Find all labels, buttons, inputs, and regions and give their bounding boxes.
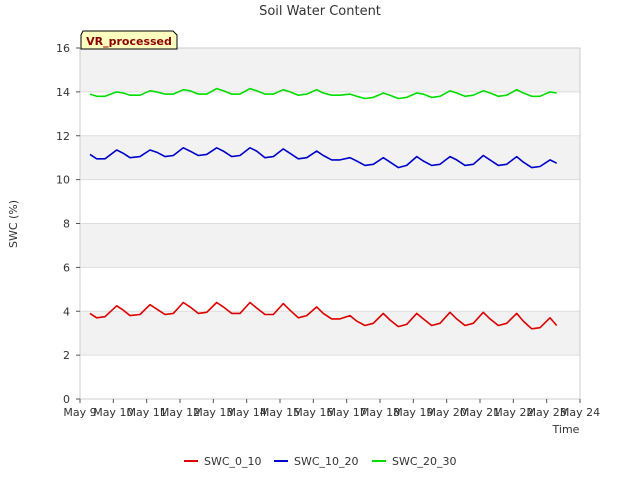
y-tick-label: 2 [63, 349, 70, 362]
background-band [80, 355, 580, 399]
x-tick-label: May 10 [93, 406, 133, 419]
y-tick-label: 8 [63, 218, 70, 231]
x-tick-label: May 19 [393, 406, 433, 419]
x-tick-label: May 15 [260, 406, 300, 419]
series-line-swc-10-20 [89, 147, 558, 169]
x-tick-label: May 24 [560, 406, 600, 419]
y-tick-label: 0 [63, 393, 70, 406]
y-tick-label: 16 [56, 42, 70, 55]
legend-label: SWC_10_20 [294, 455, 359, 468]
y-tick-label: 4 [63, 305, 70, 318]
legend-label: SWC_0_10 [204, 455, 262, 468]
background-band [80, 179, 580, 224]
y-tick-label: 12 [56, 130, 70, 143]
badge-label: VR_processed [86, 35, 172, 48]
background-band [80, 48, 580, 92]
plot-background-bands [80, 48, 580, 399]
x-tick-label: May 20 [427, 406, 467, 419]
background-band [80, 135, 580, 180]
y-axis-label: SWC (%) [7, 200, 20, 248]
x-tick-label: May 16 [293, 406, 333, 419]
y-tick-label: 14 [56, 86, 70, 99]
chart-title: Soil Water Content [259, 4, 381, 19]
y-tick-label: 6 [63, 261, 70, 274]
series-line-swc-20-30 [89, 87, 557, 100]
x-tick-label: May 17 [327, 406, 367, 419]
x-tick-label: May 14 [227, 406, 267, 419]
x-tick-label: May 21 [460, 406, 500, 419]
series-lines [89, 87, 558, 330]
legend: SWC_0_10 SWC_10_20 SWC_20_30 [184, 455, 457, 468]
x-tick-label: May 23 [527, 406, 567, 419]
x-tick-label: May 11 [127, 406, 167, 419]
badge-box [80, 30, 178, 50]
x-tick-label: May 13 [193, 406, 233, 419]
x-tick-label: May 9 [63, 406, 96, 419]
background-band [80, 223, 580, 268]
legend-label: SWC_20_30 [392, 455, 457, 468]
y-tick-label: 10 [56, 174, 70, 187]
background-band [80, 267, 580, 312]
y-axis-ticks: 0 2 4 6 8 10 12 14 16 [56, 42, 80, 406]
vr-processed-badge: VR_processed [80, 30, 178, 50]
x-tick-label: May 22 [493, 406, 533, 419]
x-tick-label: May 12 [160, 406, 200, 419]
series-line-swc-0-10 [89, 301, 558, 330]
x-axis-label: Time [552, 423, 580, 436]
background-band [80, 91, 580, 136]
x-tick-label: May 18 [360, 406, 400, 419]
